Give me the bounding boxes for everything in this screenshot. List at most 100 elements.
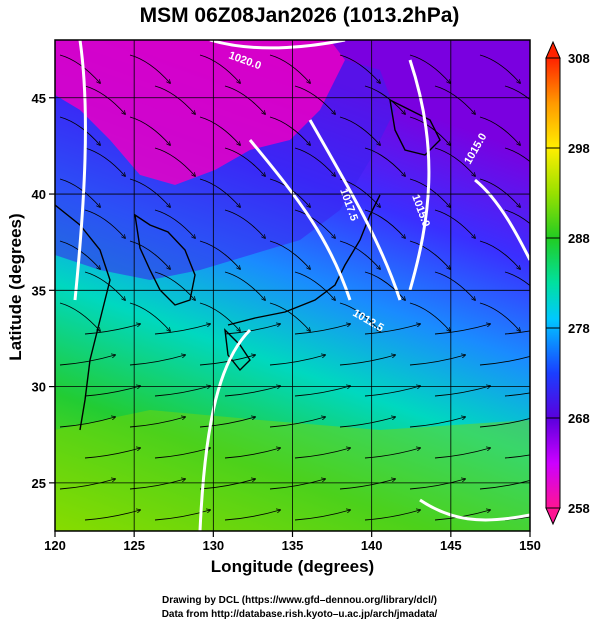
colorbar-tick-label: 278	[568, 321, 590, 336]
japan-kyushu	[224, 328, 251, 372]
streamline	[269, 54, 310, 83]
colorbar-ticks: 308 298 288 278 268 258	[546, 51, 590, 516]
streamline	[434, 147, 475, 176]
streamline	[84, 271, 125, 300]
streamline	[84, 510, 140, 521]
streamline	[269, 240, 310, 269]
data-credit: Data from http://database.rish.kyoto–u.a…	[161, 609, 438, 620]
streamline	[224, 147, 265, 176]
y-axis-ticks: 25 30 35 40 45	[32, 91, 55, 491]
streamline	[224, 448, 280, 459]
china-coast	[55, 204, 111, 431]
streamline	[434, 448, 490, 459]
streamline	[479, 417, 530, 428]
streamline	[224, 324, 280, 335]
y-tick-label: 30	[32, 380, 46, 395]
streamline	[154, 386, 210, 397]
isobar-line	[474, 178, 530, 261]
streamline	[129, 417, 185, 428]
streamline	[199, 116, 240, 145]
colorbar-tick-label: 258	[568, 501, 590, 516]
streamline	[339, 116, 380, 145]
streamline	[339, 54, 380, 83]
colorbar-tick-label: 298	[568, 141, 590, 156]
streamline	[59, 116, 100, 145]
streamline	[504, 330, 530, 335]
isobar-line	[209, 40, 346, 50]
streamline	[434, 271, 475, 300]
streamline	[199, 479, 255, 490]
streamline	[129, 355, 185, 366]
japan-hokkaido	[389, 98, 441, 156]
streamline	[154, 510, 210, 521]
streamline	[434, 85, 475, 114]
streamline	[434, 209, 475, 238]
streamline	[59, 479, 115, 490]
x-tick-label: 150	[519, 538, 541, 553]
streamline	[504, 209, 530, 225]
streamline	[129, 240, 170, 269]
streamline	[269, 116, 310, 145]
streamline	[59, 417, 115, 428]
streamline	[364, 324, 420, 335]
y-tick-label: 35	[32, 283, 46, 298]
streamline	[479, 240, 520, 269]
streamline	[59, 355, 115, 366]
streamline	[84, 85, 125, 114]
streamline	[364, 147, 405, 176]
streamline	[504, 454, 530, 459]
streamline	[294, 510, 350, 521]
streamline	[199, 240, 240, 269]
streamline	[339, 479, 395, 490]
streamline	[129, 116, 170, 145]
streamline	[84, 386, 140, 397]
streamline	[364, 386, 420, 397]
streamline	[199, 178, 240, 207]
streamline	[84, 209, 125, 238]
streamline	[294, 386, 350, 397]
streamline	[479, 178, 520, 207]
colorbar-tick-label: 288	[568, 231, 590, 246]
streamline	[154, 271, 195, 300]
x-axis-label: Longitude (degrees)	[210, 557, 375, 576]
colorbar-max-extension	[545, 40, 561, 59]
streamline	[269, 417, 325, 428]
streamline	[364, 271, 405, 300]
figure-title: MSM 06Z08Jan2026 (1013.2hPa)	[139, 4, 460, 27]
streamline	[504, 147, 530, 163]
map-plot-area: 1020.0 1017.5 1015.0 1012.5 1015.0	[55, 40, 530, 531]
streamline	[434, 324, 490, 335]
streamline	[409, 417, 465, 428]
colorbar-min-extension	[545, 507, 561, 526]
x-tick-label: 120	[44, 538, 66, 553]
map-gridlines	[55, 40, 530, 531]
streamline	[364, 85, 405, 114]
streamline	[224, 386, 280, 397]
streamline	[224, 85, 265, 114]
streamline	[294, 448, 350, 459]
x-tick-label: 140	[361, 538, 383, 553]
streamline	[59, 54, 100, 83]
streamline	[409, 355, 465, 366]
streamline	[479, 116, 520, 145]
streamline	[294, 147, 335, 176]
streamline	[84, 147, 125, 176]
cold-air-mass	[55, 40, 345, 185]
streamline	[294, 324, 350, 335]
streamline	[504, 392, 530, 397]
streamline	[224, 271, 265, 300]
y-tick-label: 45	[32, 91, 46, 106]
streamline	[59, 178, 100, 207]
streamline	[294, 85, 335, 114]
streamline	[224, 510, 280, 521]
streamline	[294, 271, 335, 300]
streamline	[269, 355, 325, 366]
colorbar-tick-label: 308	[568, 51, 590, 66]
isobar-line	[73, 40, 87, 301]
isobars	[73, 40, 530, 531]
korean-peninsula	[134, 213, 196, 306]
streamline	[409, 240, 450, 269]
streamline	[129, 479, 185, 490]
x-axis-ticks: 120 125 130 135 140 145 150	[44, 531, 541, 553]
